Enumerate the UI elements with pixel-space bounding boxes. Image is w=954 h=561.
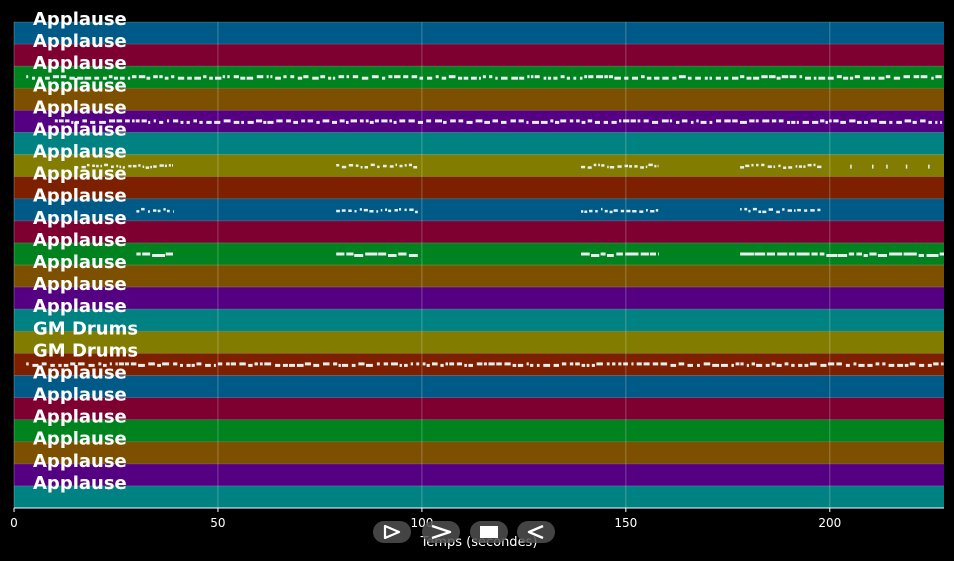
note-segment [850,164,930,169]
track-label: Applause [33,208,127,229]
track-label: Applause [33,75,127,96]
note-segment [75,163,173,169]
track-band [14,132,944,155]
x-tick-label: 0 [10,516,18,530]
track-label: Applause [33,31,127,52]
track-band [14,287,944,310]
track-row [14,154,944,177]
note-segment [336,163,418,169]
track-label: Applause [33,9,127,30]
track-row [14,463,944,486]
note-segment [740,163,822,169]
track-row [14,397,944,420]
track-label: Applause [33,296,127,317]
track-band [14,198,944,221]
note-segment [740,252,944,257]
track-row [14,375,944,398]
track-band [14,485,944,508]
track-label: Applause [33,164,127,185]
track-label: Applause [33,473,127,494]
track-row [14,198,944,221]
track-label: Applause [33,429,127,450]
track-row [14,485,944,508]
chevron-right-icon [431,525,452,539]
note-segment [740,207,821,214]
note-segment [336,252,418,257]
track-row [14,309,944,332]
track-label: Applause [33,142,127,163]
track-label: Applause [33,120,127,141]
track-band [14,44,944,67]
rewind-button[interactable] [517,521,555,543]
track-row [14,242,944,265]
track-row [14,176,944,199]
track-row [14,441,944,464]
track-row [14,287,944,310]
track-row [14,265,944,288]
track-label: Applause [33,97,127,118]
note-segment [581,207,659,214]
track-band [14,463,944,486]
track-label: Applause [33,451,127,472]
track-band [14,375,944,398]
track-label: Applause [33,274,127,295]
track-band [14,242,944,265]
stop-button[interactable] [470,521,508,543]
track-band [14,419,944,442]
track-band [14,441,944,464]
track-band [14,154,944,177]
track-band [14,265,944,288]
track-band [14,309,944,332]
play-outline-icon [383,525,401,539]
track-row [14,419,944,442]
track-row [14,220,944,243]
note-segment [581,163,659,169]
track-band [14,88,944,111]
note-segment [581,252,659,257]
track-label: GM Drums [33,318,138,339]
track-label: GM Drums [33,340,138,361]
x-tick-label: 150 [614,516,638,530]
note-segment [26,362,944,367]
track-row [14,132,944,155]
track-row [14,331,944,354]
track-label: Applause [33,407,127,428]
track-band [14,22,944,45]
track-label: Applause [33,385,127,406]
track-row [14,88,944,111]
x-tick-label: 50 [210,516,226,530]
note-segment [336,208,418,214]
rewind-icon [527,525,544,539]
track-row [14,110,944,133]
track-label: Applause [33,53,127,74]
track-band [14,331,944,354]
track-row [14,44,944,67]
track-band [14,220,944,243]
track-label: Applause [33,363,127,384]
x-tick-label: 200 [818,516,842,530]
track-band [14,397,944,420]
track-label: Applause [33,230,127,251]
forward-button[interactable] [422,521,460,543]
note-segment [54,119,943,124]
track-label: Applause [33,252,127,273]
track-row [14,66,944,89]
track-row [14,22,944,45]
note-segment [26,75,942,80]
track-label: Applause [33,186,127,207]
track-row [14,353,944,376]
note-segment [136,252,173,257]
play-button[interactable] [373,521,411,543]
note-segment [136,207,174,213]
stop-icon [480,526,498,538]
track-band [14,176,944,199]
